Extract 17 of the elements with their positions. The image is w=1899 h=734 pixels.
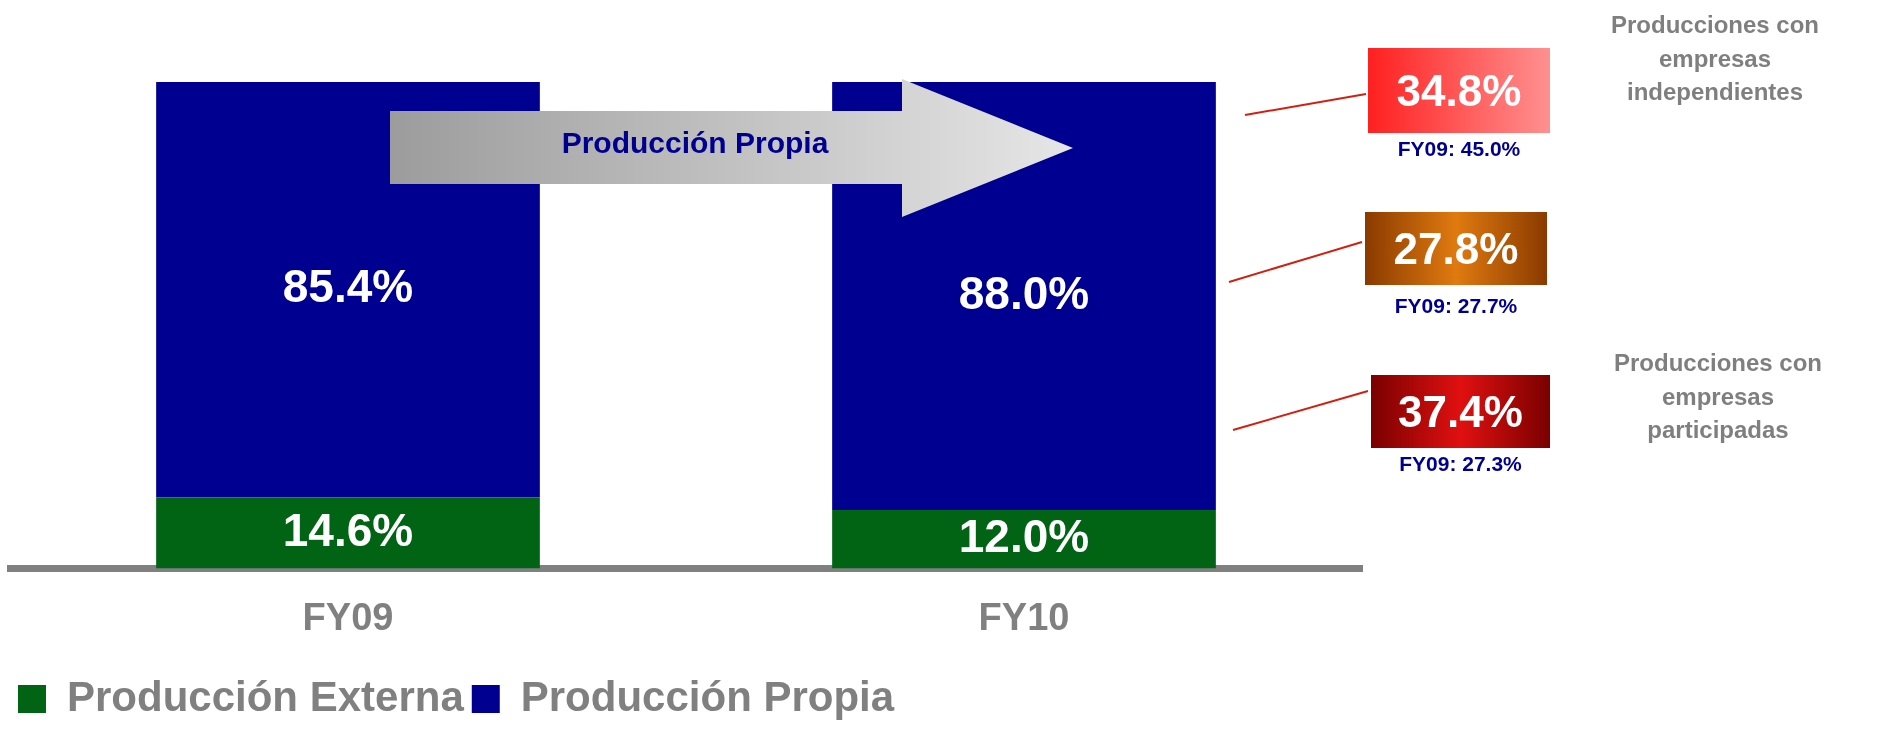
- legend-label: Producción Externa: [67, 672, 465, 720]
- x-tick-label: FY10: [978, 595, 1070, 638]
- text: FY09: 27.3%: [1398, 452, 1523, 477]
- data-label: 88.0%: [958, 266, 1090, 319]
- text: Producciones con empresas independientes: [1609, 10, 1820, 108]
- data-label: 85.4%: [282, 260, 414, 313]
- x-tick-label: FY09: [302, 595, 394, 638]
- text: 34.8%: [1368, 48, 1550, 133]
- text: FY09: 27.7%: [1393, 294, 1519, 319]
- text: 37.4%: [1371, 375, 1550, 448]
- data-label: 14.6%: [282, 503, 414, 556]
- legend-label: Producción Propia: [520, 672, 895, 720]
- annotation: Producción Propia: [560, 126, 830, 161]
- data-label: 12.0%: [958, 509, 1090, 562]
- text: Producciones con empresas participadas: [1612, 348, 1823, 446]
- text: 27.8%: [1365, 212, 1547, 285]
- text: FY09: 45.0%: [1396, 137, 1522, 162]
